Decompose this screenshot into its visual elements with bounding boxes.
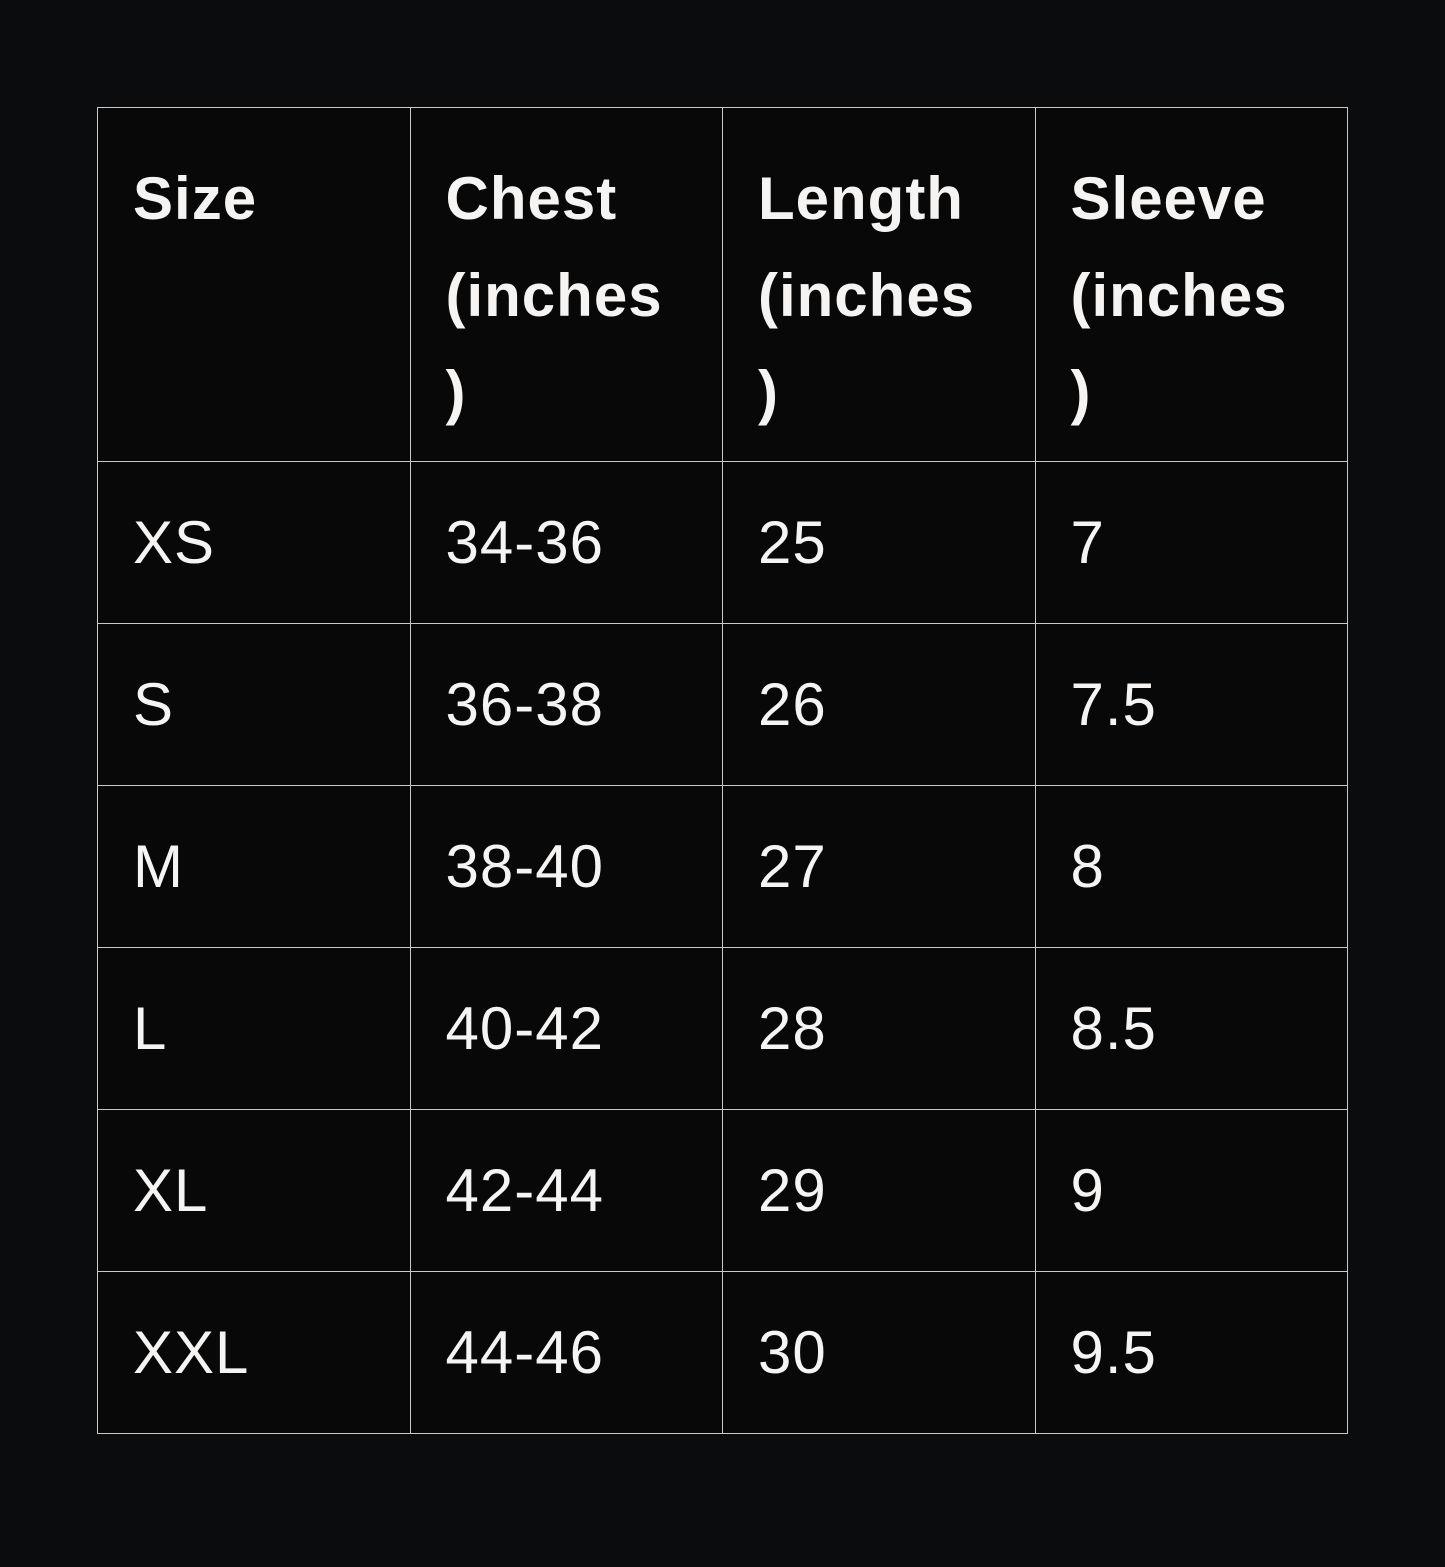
cell-length: 28 xyxy=(722,947,1036,1110)
cell-size: L xyxy=(97,947,411,1110)
size-chart-table: Size Chest (inches) Length (inches) Slee… xyxy=(97,107,1348,1434)
cell-sleeve: 8.5 xyxy=(1034,947,1348,1110)
cell-sleeve: 7 xyxy=(1034,461,1348,624)
header-chest: Chest (inches) xyxy=(409,107,723,462)
cell-sleeve: 9 xyxy=(1034,1109,1348,1272)
header-row: Size Chest (inches) Length (inches) Slee… xyxy=(97,107,1348,462)
header-sleeve: Sleeve (inches) xyxy=(1034,107,1348,462)
cell-chest: 36-38 xyxy=(409,623,723,786)
header-label: Length (inches) xyxy=(758,165,976,426)
cell-length: 25 xyxy=(722,461,1036,624)
header-label: Size xyxy=(133,165,258,232)
cell-sleeve: 9.5 xyxy=(1034,1271,1348,1434)
cell-size: XL xyxy=(97,1109,411,1272)
cell-length: 29 xyxy=(722,1109,1036,1272)
header-size: Size xyxy=(97,107,411,462)
table-row: M 38-40 27 8 xyxy=(97,785,1348,948)
header-label: Sleeve (inches) xyxy=(1070,165,1288,426)
cell-length: 26 xyxy=(722,623,1036,786)
table-row: XS 34-36 25 7 xyxy=(97,461,1348,624)
cell-length: 30 xyxy=(722,1271,1036,1434)
cell-chest: 42-44 xyxy=(409,1109,723,1272)
header-length: Length (inches) xyxy=(722,107,1036,462)
cell-size: XXL xyxy=(97,1271,411,1434)
cell-chest: 40-42 xyxy=(409,947,723,1110)
table-row: XXL 44-46 30 9.5 xyxy=(97,1271,1348,1434)
table-row: XL 42-44 29 9 xyxy=(97,1109,1348,1272)
cell-size: M xyxy=(97,785,411,948)
cell-chest: 34-36 xyxy=(409,461,723,624)
table-row: S 36-38 26 7.5 xyxy=(97,623,1348,786)
cell-sleeve: 7.5 xyxy=(1034,623,1348,786)
cell-sleeve: 8 xyxy=(1034,785,1348,948)
cell-length: 27 xyxy=(722,785,1036,948)
cell-size: XS xyxy=(97,461,411,624)
cell-size: S xyxy=(97,623,411,786)
cell-chest: 38-40 xyxy=(409,785,723,948)
header-label: Chest (inches) xyxy=(445,165,663,426)
cell-chest: 44-46 xyxy=(409,1271,723,1434)
table-row: L 40-42 28 8.5 xyxy=(97,947,1348,1110)
